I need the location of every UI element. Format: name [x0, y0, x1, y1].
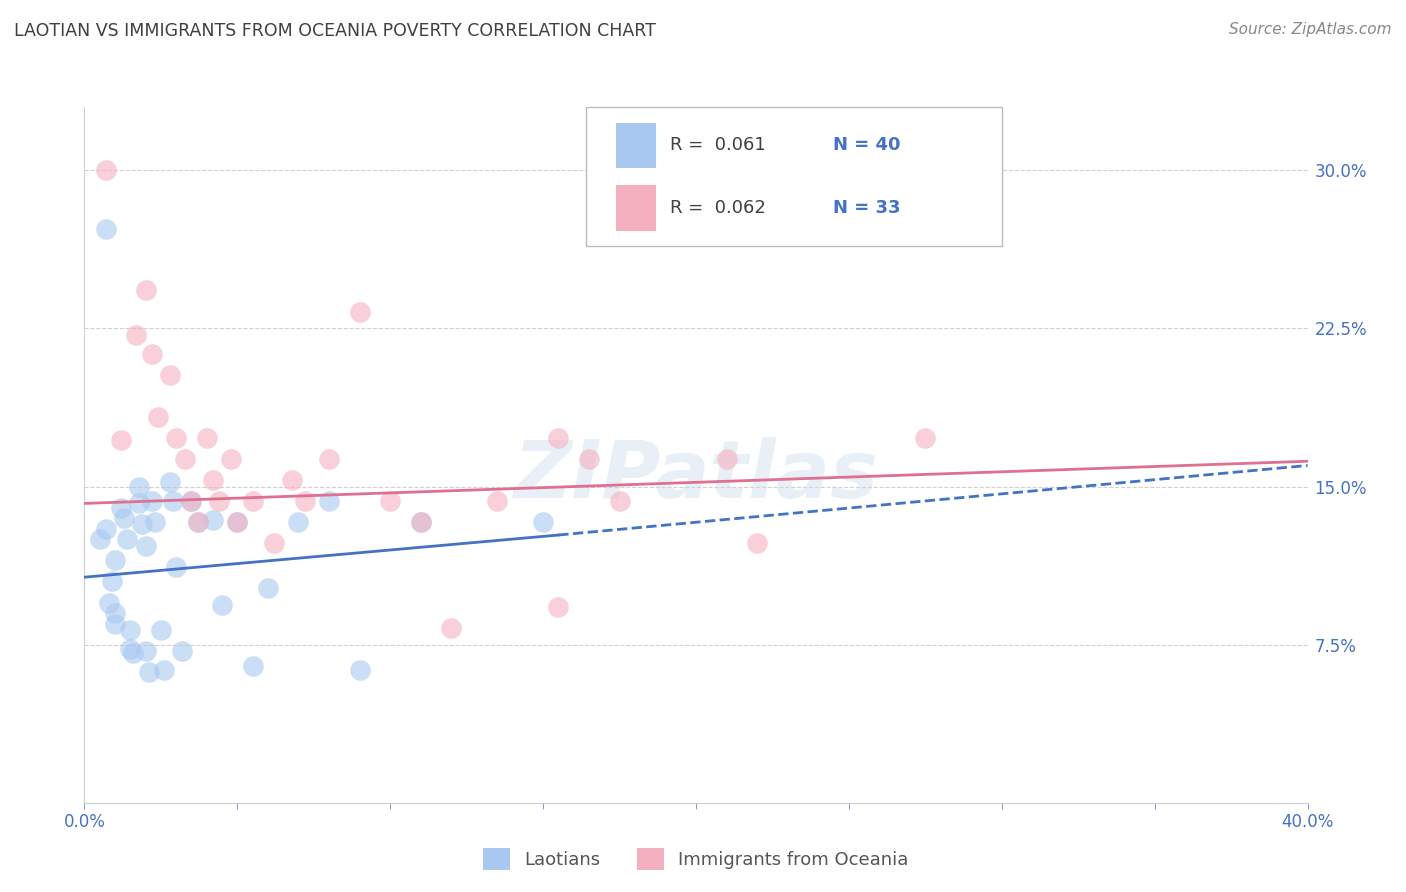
- Text: R =  0.061: R = 0.061: [671, 136, 766, 154]
- Point: [914, 431, 936, 445]
- Point: [747, 536, 769, 550]
- Point: [94, 222, 117, 236]
- Point: [104, 553, 127, 567]
- Point: [165, 431, 187, 445]
- Text: Source: ZipAtlas.com: Source: ZipAtlas.com: [1229, 22, 1392, 37]
- Point: [409, 516, 432, 530]
- Point: [201, 513, 224, 527]
- Point: [211, 598, 233, 612]
- Point: [120, 623, 142, 637]
- Point: [135, 284, 157, 298]
- Point: [159, 475, 181, 490]
- Point: [201, 473, 224, 487]
- Point: [141, 347, 163, 361]
- Point: [486, 494, 509, 508]
- Point: [143, 516, 166, 530]
- Point: [716, 452, 738, 467]
- Point: [135, 644, 157, 658]
- Point: [172, 644, 194, 658]
- FancyBboxPatch shape: [616, 123, 655, 168]
- Point: [104, 616, 127, 631]
- Point: [257, 581, 280, 595]
- Point: [242, 494, 264, 508]
- Point: [242, 658, 264, 673]
- Point: [94, 163, 117, 178]
- FancyBboxPatch shape: [616, 186, 655, 230]
- Point: [128, 496, 150, 510]
- Point: [195, 431, 218, 445]
- Point: [135, 539, 157, 553]
- Point: [128, 479, 150, 493]
- Point: [208, 494, 231, 508]
- Point: [186, 516, 208, 530]
- Text: ZIPatlas: ZIPatlas: [513, 437, 879, 515]
- Point: [131, 517, 153, 532]
- Text: LAOTIAN VS IMMIGRANTS FROM OCEANIA POVERTY CORRELATION CHART: LAOTIAN VS IMMIGRANTS FROM OCEANIA POVER…: [14, 22, 657, 40]
- Point: [104, 606, 127, 620]
- Point: [219, 452, 242, 467]
- Point: [440, 621, 463, 635]
- Point: [110, 500, 132, 515]
- Point: [294, 494, 316, 508]
- Point: [226, 516, 249, 530]
- Point: [94, 522, 117, 536]
- Point: [146, 409, 169, 424]
- Point: [125, 327, 148, 342]
- Point: [287, 516, 309, 530]
- Point: [531, 516, 554, 530]
- Point: [349, 304, 371, 318]
- Point: [186, 516, 208, 530]
- Point: [578, 452, 600, 467]
- Point: [89, 533, 111, 547]
- Point: [149, 623, 172, 637]
- Point: [165, 559, 187, 574]
- Point: [409, 516, 432, 530]
- Text: R =  0.062: R = 0.062: [671, 199, 766, 217]
- Point: [120, 641, 142, 656]
- FancyBboxPatch shape: [586, 107, 1002, 246]
- Point: [159, 368, 181, 382]
- Point: [226, 516, 249, 530]
- Point: [138, 665, 160, 679]
- Point: [141, 494, 163, 508]
- Point: [162, 494, 184, 508]
- Point: [122, 646, 145, 660]
- Point: [263, 536, 285, 550]
- Point: [318, 494, 340, 508]
- Point: [380, 494, 402, 508]
- Point: [115, 533, 138, 547]
- Point: [101, 574, 124, 589]
- Point: [174, 452, 197, 467]
- Point: [281, 473, 304, 487]
- Legend: Laotians, Immigrants from Oceania: Laotians, Immigrants from Oceania: [475, 841, 917, 877]
- Point: [349, 663, 371, 677]
- Point: [180, 494, 202, 508]
- Point: [97, 595, 120, 609]
- Point: [153, 663, 176, 677]
- Point: [110, 433, 132, 447]
- Point: [609, 494, 631, 508]
- Text: N = 40: N = 40: [832, 136, 900, 154]
- Point: [318, 452, 340, 467]
- Point: [112, 511, 135, 525]
- Point: [547, 431, 569, 445]
- Text: N = 33: N = 33: [832, 199, 900, 217]
- Point: [547, 599, 569, 614]
- Point: [180, 494, 202, 508]
